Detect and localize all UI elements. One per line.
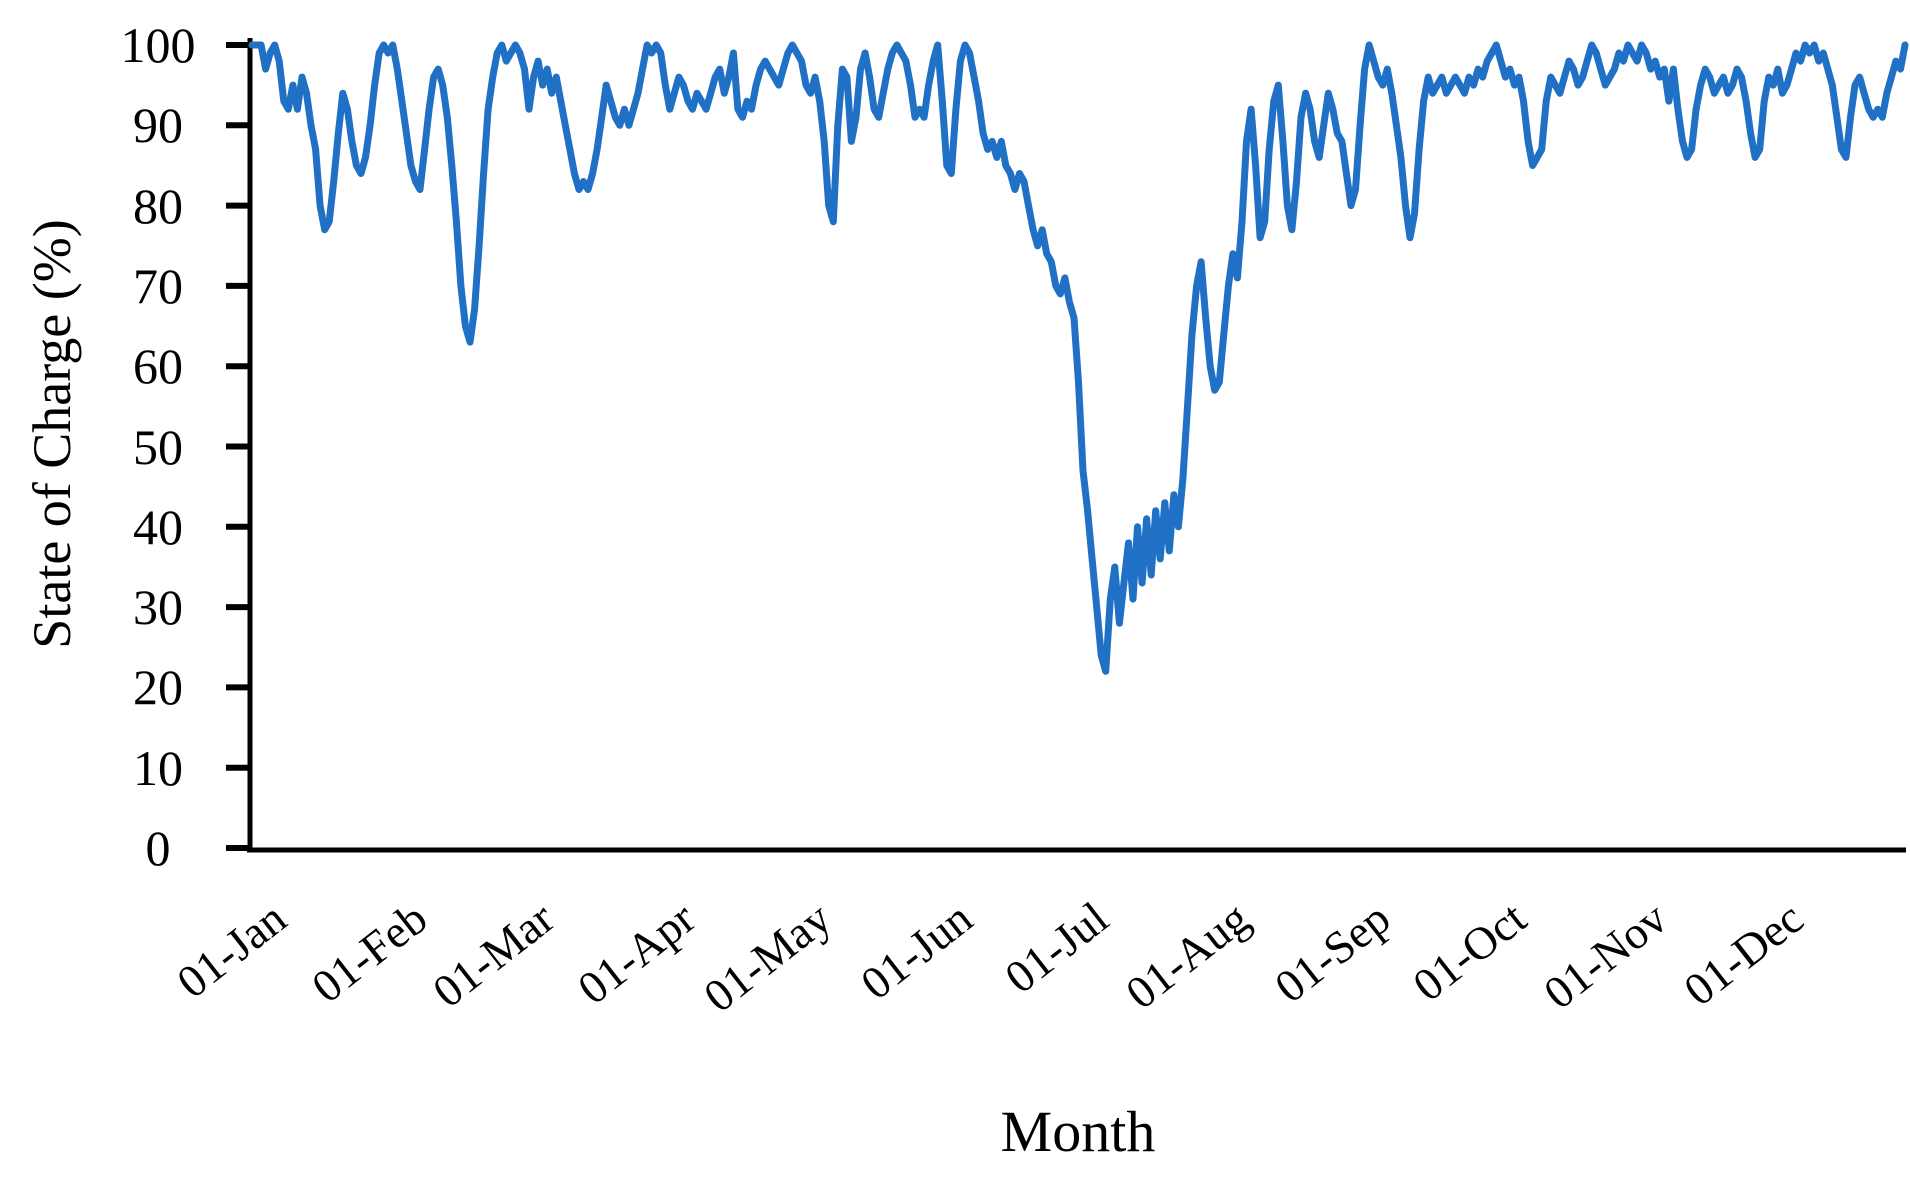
- y-tick-label: 20: [133, 659, 183, 716]
- y-tick-label: 40: [133, 498, 183, 555]
- y-tick-label: 50: [133, 418, 183, 475]
- x-axis-title: Month: [1000, 1099, 1156, 1164]
- y-tick-label: 60: [133, 338, 183, 395]
- soc-series-polyline: [248, 41, 1909, 675]
- y-tick-label: 30: [133, 579, 183, 636]
- y-tick-label: 100: [120, 17, 196, 73]
- y-axis-title: State of Charge (%): [22, 219, 82, 649]
- soc-series-line: [248, 41, 1909, 675]
- y-tick-label: 10: [133, 739, 183, 796]
- y-tick-label: 90: [133, 97, 183, 154]
- y-tick-label: 70: [133, 257, 183, 314]
- y-tick-label: 80: [133, 177, 183, 234]
- axes: [226, 38, 1906, 853]
- y-tick-label: 0: [145, 820, 171, 876]
